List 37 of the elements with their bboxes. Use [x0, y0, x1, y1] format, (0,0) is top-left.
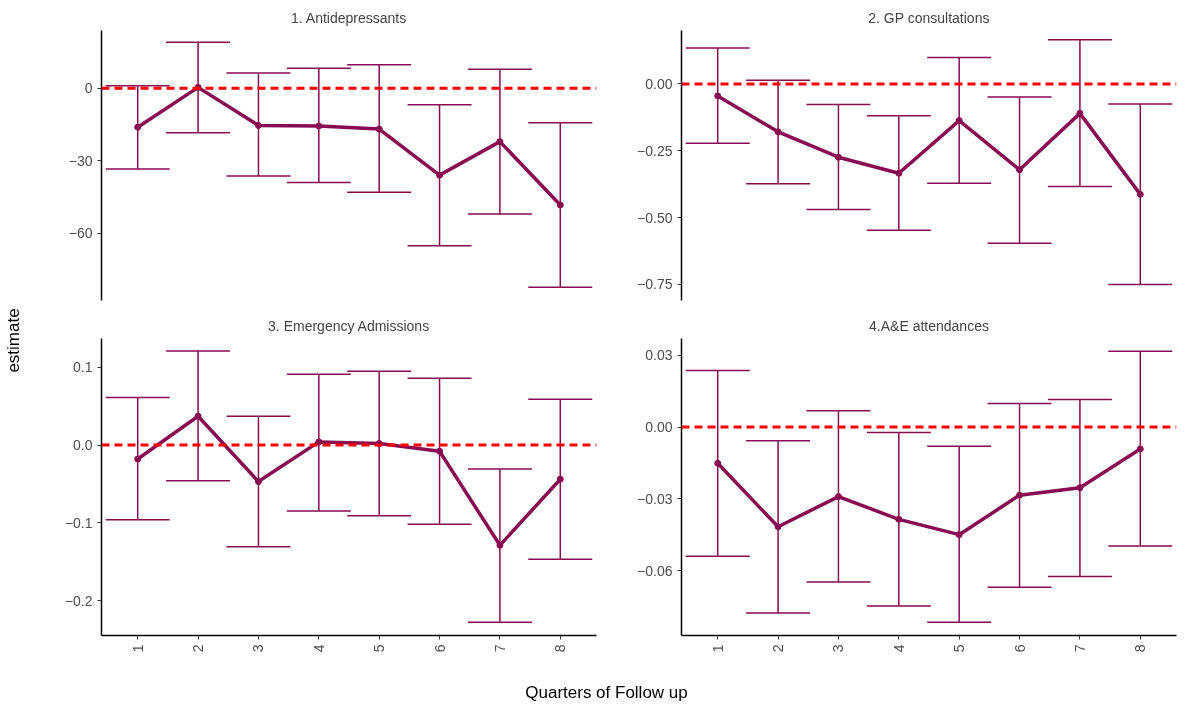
y-tick-label: 0.03	[645, 347, 673, 364]
y-tick-label: −0.25	[637, 142, 673, 159]
x-tick-label: 6	[1011, 644, 1028, 653]
y-axis-title: estimate	[4, 308, 23, 373]
y-tick-label: 0.00	[645, 75, 673, 92]
x-tick-label: 1	[709, 644, 726, 653]
x-tick-label: 8	[1132, 644, 1149, 653]
y-tick-label: 0.0	[73, 437, 93, 454]
y-tick-label: −0.50	[637, 209, 673, 226]
x-axis-title: Quarters of Follow up	[525, 683, 688, 702]
x-tick-label: 1	[129, 644, 146, 653]
chart-title: 1. Antidepressants	[291, 9, 407, 26]
x-tick-label: 2	[190, 644, 207, 653]
x-tick-label: 4	[310, 644, 327, 653]
y-tick-label: 0.00	[645, 419, 673, 436]
y-tick-label: −60	[68, 225, 93, 241]
y-tick-label: 0.1	[73, 359, 93, 376]
x-tick-label: 2	[770, 644, 787, 653]
y-tick-label: 0	[84, 80, 93, 97]
y-tick-label: −0.03	[637, 490, 673, 507]
chart-title: 3. Emergency Admissions	[268, 317, 430, 334]
x-tick-label: 6	[431, 644, 448, 653]
x-tick-label: 3	[250, 644, 267, 653]
x-tick-label: 7	[1071, 644, 1088, 653]
x-tick-label: 3	[830, 644, 847, 653]
x-tick-label: 5	[371, 644, 388, 653]
x-tick-label: 5	[951, 644, 968, 653]
y-tick-label: −0.75	[637, 276, 673, 293]
chart-title: 4.A&E attendances	[869, 317, 989, 334]
x-tick-label: 7	[491, 644, 508, 653]
y-tick-label: −30	[68, 152, 93, 169]
x-tick-label: 8	[552, 644, 569, 653]
y-tick-label: −0.1	[64, 514, 93, 531]
chart-title: 2. GP consultations	[868, 9, 990, 26]
y-tick-label: −0.2	[64, 592, 93, 609]
x-tick-label: 4	[890, 644, 907, 653]
y-tick-label: −0.06	[637, 562, 673, 579]
